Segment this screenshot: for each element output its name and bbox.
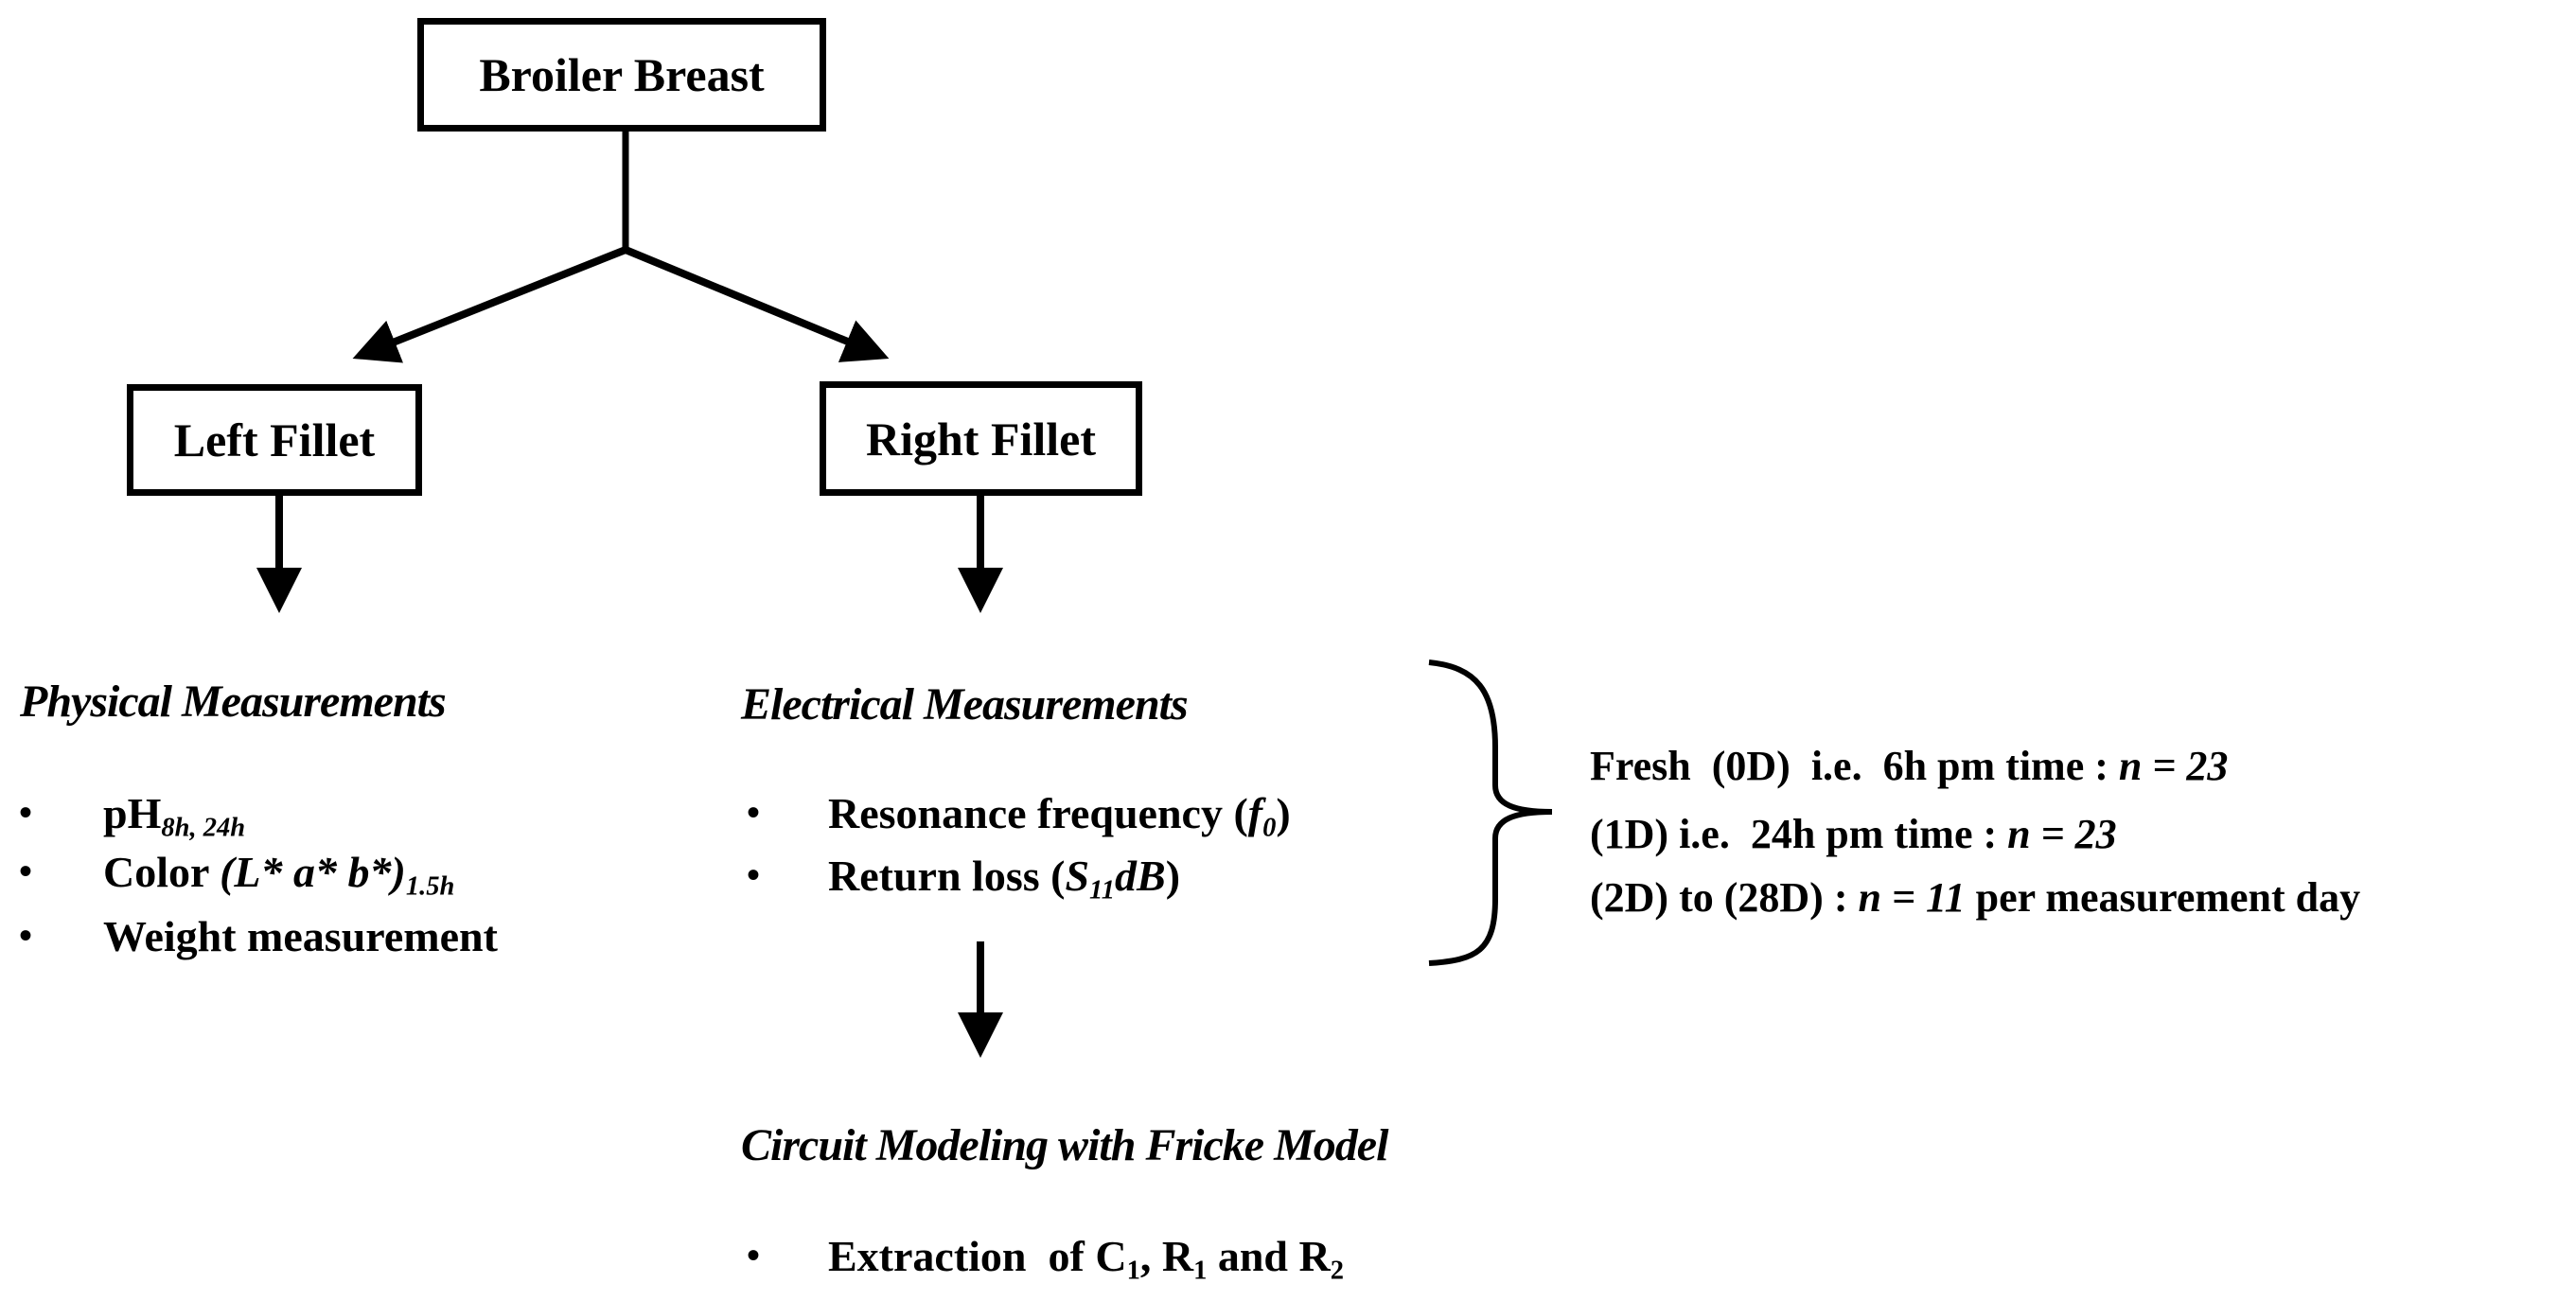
left-fillet-label: Left Fillet xyxy=(173,413,376,466)
bullet: • xyxy=(19,850,33,892)
sample-line-1d: (1D) i.e. 24h pm time : n = 23 xyxy=(1590,811,2117,857)
arrow-to-right-fillet xyxy=(624,246,890,362)
arrow-to-left-fillet xyxy=(352,246,627,363)
sample-line-2d-28d: (2D) to (28D) : n = 11 per measurement d… xyxy=(1590,874,2361,921)
bullet: • xyxy=(747,1234,761,1276)
physical-item-ph: pH8h, 24h xyxy=(103,789,246,843)
physical-item-color: Color (L* a* b*)1.5h xyxy=(103,848,455,902)
bullet: • xyxy=(19,791,33,834)
bullet: • xyxy=(747,853,761,896)
curly-brace xyxy=(1428,659,1553,966)
right-fillet-box: Right Fillet xyxy=(820,381,1142,496)
bullet: • xyxy=(19,914,33,957)
right-fillet-label: Right Fillet xyxy=(865,412,1097,466)
sample-line-fresh: Fresh (0D) i.e. 6h pm time : n = 23 xyxy=(1590,743,2229,789)
electrical-item-resonance: Resonance frequency (f0) xyxy=(828,789,1291,843)
physical-measurements-heading: Physical Measurements xyxy=(20,677,447,727)
physical-item-weight: Weight measurement xyxy=(103,912,498,960)
root-label: Broiler Breast xyxy=(479,48,765,101)
electrical-item-return-loss: Return loss (S11dB) xyxy=(828,852,1181,905)
root-box-broiler-breast: Broiler Breast xyxy=(417,18,826,132)
circuit-modeling-heading: Circuit Modeling with Fricke Model xyxy=(741,1120,1388,1170)
bullet: • xyxy=(747,791,761,834)
circuit-item-extraction: Extraction of C1, R1 and R2 xyxy=(828,1232,1344,1286)
electrical-measurements-heading: Electrical Measurements xyxy=(741,679,1189,730)
left-fillet-box: Left Fillet xyxy=(127,384,422,496)
